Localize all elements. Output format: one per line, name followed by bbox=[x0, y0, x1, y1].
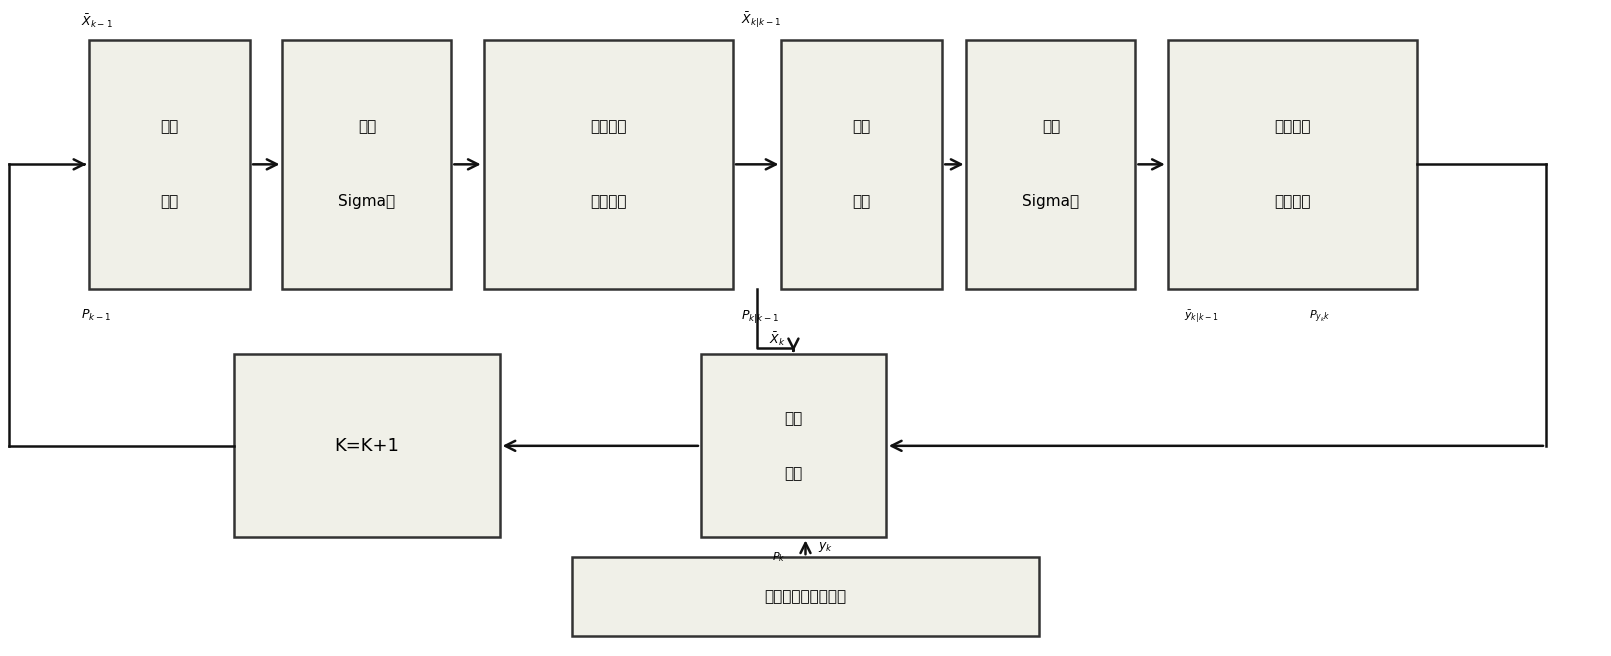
Text: 高散: 高散 bbox=[358, 119, 375, 134]
Text: 计算: 计算 bbox=[785, 411, 802, 426]
FancyBboxPatch shape bbox=[483, 40, 733, 289]
FancyBboxPatch shape bbox=[781, 40, 942, 289]
Text: 测量方程: 测量方程 bbox=[1274, 119, 1311, 134]
Text: $\bar{X}_k$: $\bar{X}_k$ bbox=[768, 330, 786, 348]
Text: $\bar{X}_{k-1}$: $\bar{X}_{k-1}$ bbox=[81, 12, 113, 30]
Text: Sigma点: Sigma点 bbox=[1023, 194, 1079, 209]
Text: $\bar{X}_{k|k-1}$: $\bar{X}_{k|k-1}$ bbox=[741, 10, 781, 30]
Text: 计算更新: 计算更新 bbox=[590, 194, 627, 209]
Text: $P_{k|k-1}$: $P_{k|k-1}$ bbox=[741, 308, 780, 325]
Text: K=K+1: K=K+1 bbox=[335, 437, 400, 455]
Text: 变换: 变换 bbox=[161, 194, 179, 209]
Text: 计算更新: 计算更新 bbox=[1274, 194, 1311, 209]
FancyBboxPatch shape bbox=[572, 557, 1039, 636]
Text: $P_{k-1}$: $P_{k-1}$ bbox=[81, 308, 111, 323]
Text: $y_k$: $y_k$ bbox=[818, 541, 833, 554]
Text: $P_{y_k k}$: $P_{y_k k}$ bbox=[1308, 308, 1331, 325]
Text: 传感器探测位姿信息: 传感器探测位姿信息 bbox=[765, 589, 846, 604]
Text: 无色: 无色 bbox=[852, 119, 872, 134]
Text: 无色: 无色 bbox=[161, 119, 179, 134]
FancyBboxPatch shape bbox=[234, 354, 499, 537]
Text: $\bar{y}_{k|k-1}$: $\bar{y}_{k|k-1}$ bbox=[1184, 308, 1218, 324]
FancyBboxPatch shape bbox=[89, 40, 250, 289]
FancyBboxPatch shape bbox=[282, 40, 451, 289]
FancyBboxPatch shape bbox=[967, 40, 1136, 289]
Text: 信息: 信息 bbox=[785, 466, 802, 481]
Text: 系统方程: 系统方程 bbox=[590, 119, 627, 134]
Text: 变换: 变换 bbox=[852, 194, 872, 209]
Text: 高散: 高散 bbox=[1042, 119, 1060, 134]
Text: Sigma点: Sigma点 bbox=[338, 194, 395, 209]
Text: $P_k$: $P_k$ bbox=[772, 550, 786, 564]
FancyBboxPatch shape bbox=[1168, 40, 1418, 289]
FancyBboxPatch shape bbox=[701, 354, 886, 537]
